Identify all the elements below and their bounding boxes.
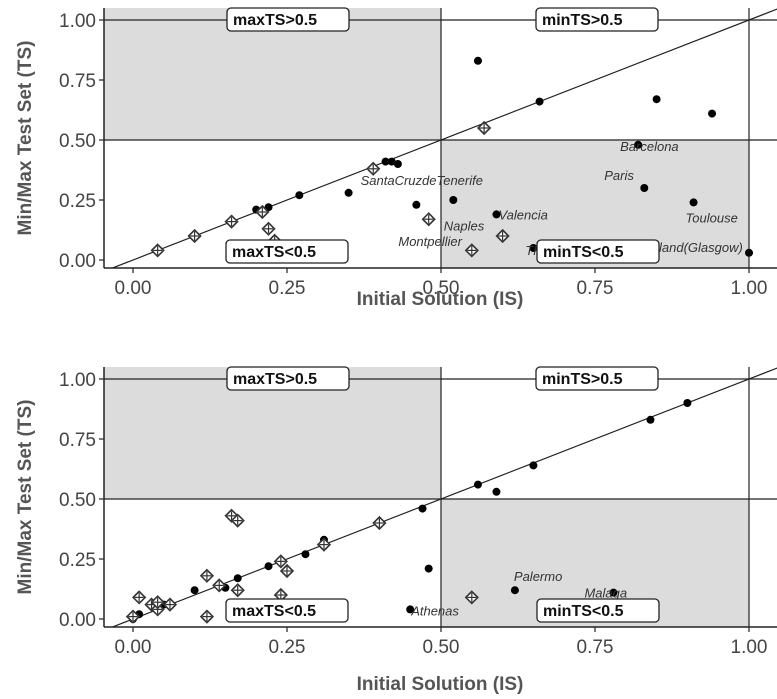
panel-1-annotation-5: Toulouse bbox=[686, 210, 738, 225]
panel-2-y-tick-3: 0.50 bbox=[59, 490, 96, 511]
panel-2-x-tick-1: 0.00 bbox=[115, 637, 152, 658]
panel-1-diagonal bbox=[110, 8, 777, 268]
panel-1-series-1-point-15 bbox=[640, 184, 649, 192]
panel-1-x-tick-1: 0.00 bbox=[115, 278, 152, 299]
panel-2-annotation-3: Malaga bbox=[584, 586, 627, 601]
panel-1-y-tick-3: 0.50 bbox=[59, 131, 96, 152]
panel-1-region-label-3: maxTS<0.5 bbox=[232, 244, 316, 261]
panel-2-annotation-2: Palermo bbox=[514, 569, 562, 584]
panel-1-region-label-2: minTS>0.5 bbox=[542, 12, 623, 29]
panel-2-series-1-point-11 bbox=[406, 605, 415, 614]
panel-2-region-label-4: minTS<0.5 bbox=[543, 603, 624, 620]
panel-2-series-1-point-18 bbox=[609, 588, 618, 597]
panel-1-annotation-1: Barcelona bbox=[620, 139, 679, 154]
panel-1-series-1-point-9 bbox=[449, 196, 458, 204]
panel-2-x-axis-title: Initial Solution (IS) bbox=[357, 674, 524, 695]
panel-2-x-tick-4: 0.75 bbox=[577, 637, 614, 658]
panel-2-region-label-box-1 bbox=[226, 366, 350, 391]
panel-1-x-tick-5: 1.00 bbox=[731, 278, 768, 299]
panel-2-y-tick-4: 0.75 bbox=[59, 430, 96, 451]
panel-2-region-label-2: minTS>0.5 bbox=[542, 371, 623, 388]
panel-1-region-label-box-4 bbox=[536, 239, 660, 264]
panel-2-y-tick-1: 0.00 bbox=[59, 610, 96, 631]
panel-1-annotation-3: SantaCruzdeTenerife bbox=[361, 173, 483, 188]
panel-2-region-label-3: maxTS<0.5 bbox=[232, 603, 316, 620]
panel-2-y-axis-title: Min/Max Test Set (TS) bbox=[15, 400, 36, 595]
panel-1-series-1-point-8 bbox=[412, 200, 421, 209]
panel-1-series-1-point-10 bbox=[473, 56, 482, 65]
panel-2: Athenas Palermo Malaga maxTS>0.5 minTS>0.5 ma… bbox=[15, 366, 777, 695]
panel-2-series-1-point-20 bbox=[683, 399, 692, 407]
panel-2-region-label-box-3 bbox=[225, 598, 349, 623]
panel-2-series-1-point-4 bbox=[190, 586, 199, 595]
panel-1-series-1-point-14 bbox=[634, 140, 643, 149]
panel-2-x-tick-5: 1.00 bbox=[731, 637, 768, 658]
panel-2-series-1-point-12 bbox=[418, 504, 427, 513]
panel-1: Barcelona Paris SantaCruzdeTenerife Valenci… bbox=[15, 7, 777, 310]
panel-1-series-1-point-4 bbox=[344, 188, 353, 197]
panel-1-annotation-9: Scotland(Glasgow) bbox=[633, 240, 743, 255]
panel-1-series-1-point-3 bbox=[295, 191, 304, 200]
panel-1-series-1-point-13 bbox=[535, 97, 544, 106]
panel-1-series-1-point-7 bbox=[393, 160, 402, 168]
panel-2-series-1-point-19 bbox=[646, 415, 655, 424]
panel-1-region-label-1: maxTS>0.5 bbox=[233, 12, 317, 29]
panel-2-y-tick-2: 0.25 bbox=[59, 550, 96, 571]
panel-2-series-1-point-7 bbox=[264, 562, 273, 571]
panel-2-annotation-1: Athenas bbox=[410, 603, 459, 618]
panel-1-annotation-2: Paris bbox=[604, 168, 634, 183]
panel-1-y-tick-4: 0.75 bbox=[59, 71, 96, 92]
panel-1-region-label-box-3 bbox=[225, 239, 349, 264]
panel-1-region-label-box-2 bbox=[535, 7, 659, 32]
panel-1-series-1-point-19 bbox=[745, 248, 753, 257]
panel-1-x-tick-3: 0.50 bbox=[423, 278, 460, 299]
panel-2-series-1-point-15 bbox=[492, 487, 501, 496]
panel-2-region-label-1: maxTS>0.5 bbox=[233, 371, 317, 388]
panel-2-x-tick-2: 0.25 bbox=[269, 637, 306, 658]
panel-1-plot-area: Barcelona Paris SantaCruzdeTenerife Valenci… bbox=[104, 8, 777, 268]
panel-1-y-tick-1: 0.00 bbox=[59, 251, 96, 272]
panel-1-series-1-point-16 bbox=[652, 95, 661, 104]
panel-1-annotation-6: Naples bbox=[444, 218, 485, 233]
panel-1-y-axis-title: Min/Max Test Set (TS) bbox=[15, 41, 36, 236]
panel-1-series-1-point-11 bbox=[492, 210, 501, 219]
panel-2-x-tick-3: 0.50 bbox=[423, 637, 460, 658]
panel-1-series-1-point-17 bbox=[689, 198, 698, 207]
panel-1-annotation-7: Montpellier bbox=[398, 234, 462, 249]
panel-1-annotation-4: Valencia bbox=[498, 207, 547, 222]
panel-2-series-1-point-14 bbox=[473, 480, 482, 489]
panel-1-region-label-box-1 bbox=[226, 7, 350, 32]
panel-1-series-1-point-18 bbox=[708, 109, 717, 118]
panel-2-series-1-point-13 bbox=[424, 564, 433, 573]
panel-1-y-tick-2: 0.25 bbox=[59, 191, 96, 212]
panel-1-region-label-4: minTS<0.5 bbox=[543, 244, 624, 261]
panel-1-y-tick-5: 1.00 bbox=[59, 11, 96, 32]
panel-1-x-axis-title: Initial Solution (IS) bbox=[357, 289, 524, 310]
panel-2-series-1-point-8 bbox=[301, 550, 310, 559]
panel-2-region-label-box-2 bbox=[535, 366, 659, 391]
panel-1-x-tick-4: 0.75 bbox=[577, 278, 614, 299]
panel-1-series-1-point-6 bbox=[387, 157, 396, 166]
panel-2-plot-area: Athenas Palermo Malaga bbox=[104, 367, 777, 627]
panel-2-y-tick-5: 1.00 bbox=[59, 370, 96, 391]
panel-2-series-1-point-6 bbox=[233, 574, 242, 583]
panel-1-series-1-point-5 bbox=[381, 157, 390, 166]
panel-1-x-tick-2: 0.25 bbox=[269, 278, 306, 299]
panel-2-region-label-box-4 bbox=[536, 598, 660, 623]
panel-2-series-1-point-16 bbox=[510, 586, 519, 595]
panel-2-series-1-point-17 bbox=[529, 461, 538, 470]
panel-1-series-1-point-12 bbox=[529, 244, 538, 252]
